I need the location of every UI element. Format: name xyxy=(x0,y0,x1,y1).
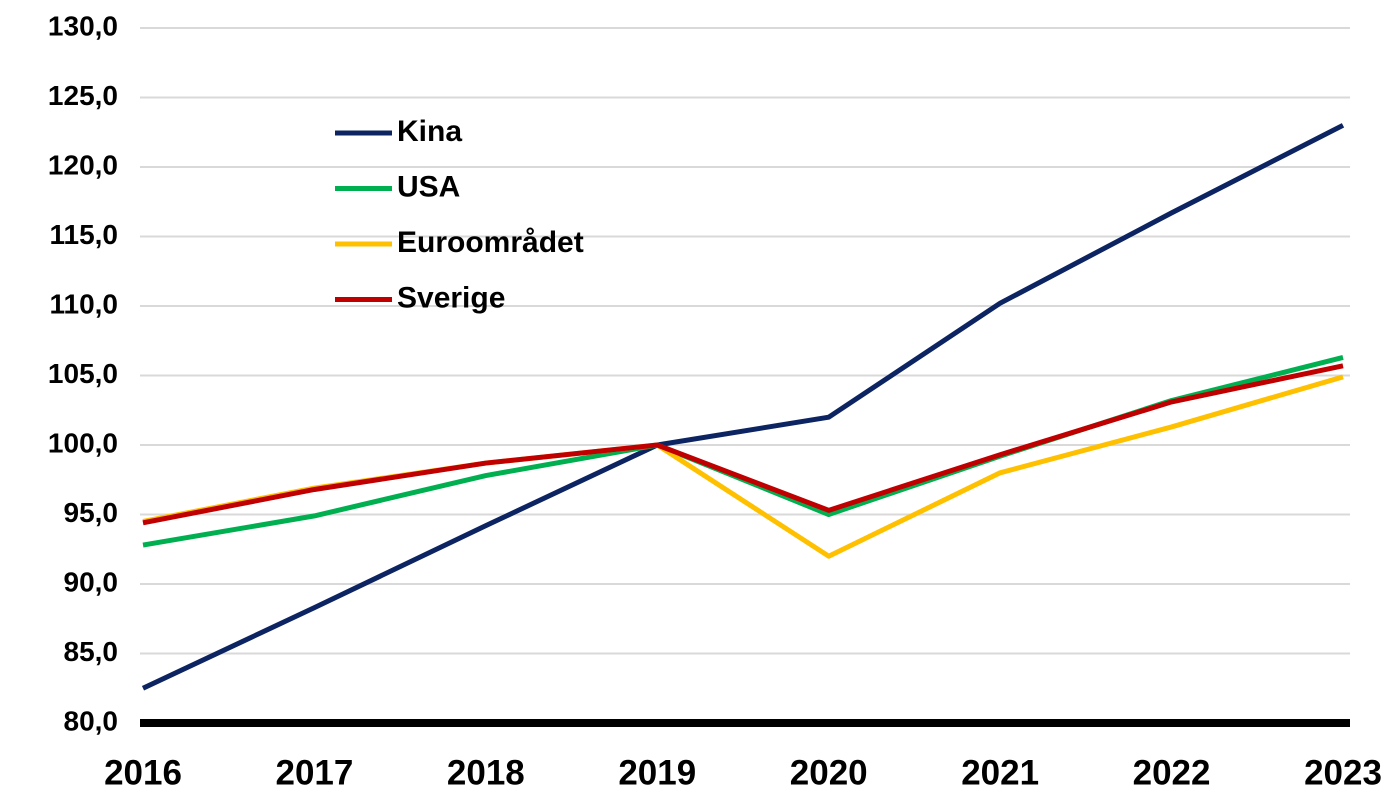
y-tick-label: 90,0 xyxy=(64,566,119,597)
x-tick-label: 2019 xyxy=(618,753,696,792)
series-line xyxy=(141,123,1345,691)
legend-label: Sverige xyxy=(397,281,505,314)
legend-label: Euroområdet xyxy=(397,226,584,259)
x-tick-label: 2020 xyxy=(790,753,868,792)
y-tick-label: 85,0 xyxy=(64,636,119,667)
series-line xyxy=(142,363,1344,526)
y-tick-label: 130,0 xyxy=(48,10,118,41)
legend-label: USA xyxy=(397,170,460,203)
x-tick-label: 2017 xyxy=(275,753,353,792)
y-tick-label: 110,0 xyxy=(49,288,118,319)
series-line xyxy=(142,355,1344,548)
y-tick-label: 95,0 xyxy=(64,497,119,528)
y-tick-label: 115,0 xyxy=(49,219,118,250)
y-tick-label: 105,0 xyxy=(48,358,118,389)
legend-label: Kina xyxy=(397,115,462,148)
x-tick-label: 2021 xyxy=(961,753,1039,792)
x-tick-label: 2016 xyxy=(104,753,182,792)
y-tick-label: 120,0 xyxy=(48,149,118,180)
y-tick-label: 100,0 xyxy=(48,427,118,458)
x-tick-label: 2022 xyxy=(1133,753,1211,792)
y-tick-label: 80,0 xyxy=(64,705,119,736)
x-tick-label: 2018 xyxy=(447,753,525,792)
x-tick-label: 2023 xyxy=(1304,753,1382,792)
y-tick-label: 125,0 xyxy=(48,80,118,111)
